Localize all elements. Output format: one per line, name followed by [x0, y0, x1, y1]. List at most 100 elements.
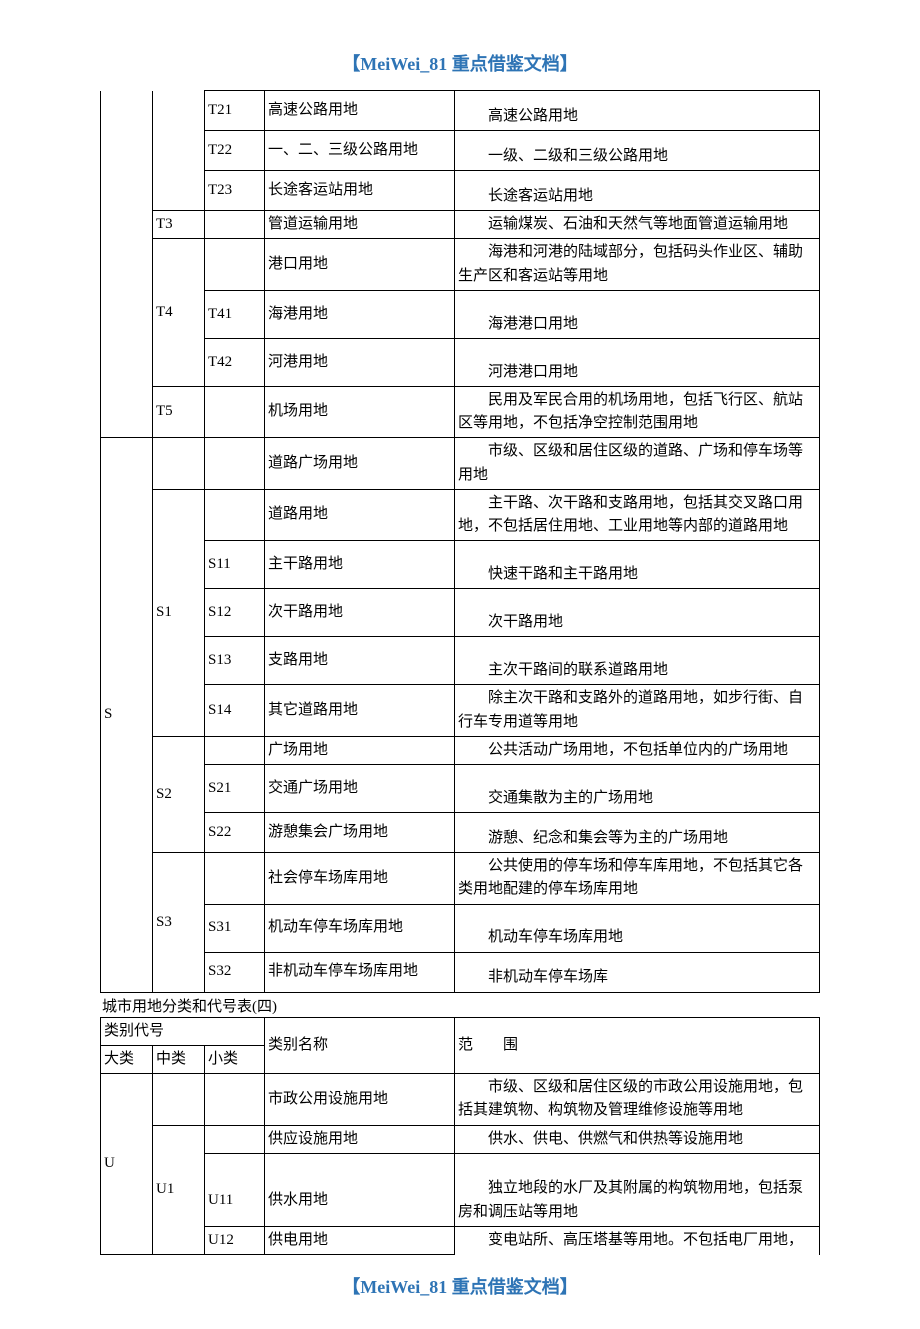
range-desc-cell: 游憩、纪念和集会等为主的广场用地 — [455, 813, 820, 853]
minor-code-cell: T23 — [205, 171, 265, 211]
table-row: T21高速公路用地高速公路用地 — [101, 91, 820, 131]
category-name-cell: 河港用地 — [265, 338, 455, 386]
category-name-cell: 港口用地 — [265, 239, 455, 291]
range-desc-cell: 长途客运站用地 — [455, 171, 820, 211]
category-name-cell: 次干路用地 — [265, 589, 455, 637]
mid-code-cell: S2 — [153, 736, 205, 852]
header-minor: 小类 — [205, 1045, 265, 1073]
range-desc-cell: 非机动车停车场库 — [455, 952, 820, 992]
header-name: 类别名称 — [265, 1017, 455, 1074]
range-desc-cell: 供水、供电、供燃气和供热等设施用地 — [455, 1125, 820, 1153]
range-desc-cell: 运输煤炭、石油和天然气等地面管道运输用地 — [455, 211, 820, 239]
table-row: T42河港用地河港港口用地 — [101, 338, 820, 386]
category-name-cell: 支路用地 — [265, 637, 455, 685]
table-row: S31机动车停车场库用地机动车停车场库用地 — [101, 904, 820, 952]
range-desc-cell: 公共使用的停车场和停车库用地，不包括其它各类用地配建的停车场库用地 — [455, 853, 820, 905]
minor-code-cell: T41 — [205, 290, 265, 338]
table-row: T3管道运输用地运输煤炭、石油和天然气等地面管道运输用地 — [101, 211, 820, 239]
header-cat-code: 类别代号 — [101, 1017, 265, 1045]
minor-code-cell: S22 — [205, 813, 265, 853]
minor-code-cell: S12 — [205, 589, 265, 637]
range-desc-cell: 主次干路间的联系道路用地 — [455, 637, 820, 685]
mid-code-cell: T3 — [153, 211, 205, 239]
table-row: S14其它道路用地除主次干路和支路外的道路用地，如步行街、自行车专用道等用地 — [101, 685, 820, 737]
category-name-cell: 非机动车停车场库用地 — [265, 952, 455, 992]
range-desc-cell: 一级、二级和三级公路用地 — [455, 131, 820, 171]
minor-code-cell: T42 — [205, 338, 265, 386]
table-row: T4港口用地海港和河港的陆域部分，包括码头作业区、辅助生产区和客运站等用地 — [101, 239, 820, 291]
table-row: T23长途客运站用地长途客运站用地 — [101, 171, 820, 211]
range-desc-cell: 海港港口用地 — [455, 290, 820, 338]
table-row: T5机场用地民用及军民合用的机场用地，包括飞行区、航站区等用地，不包括净空控制范… — [101, 386, 820, 438]
range-desc-cell: 次干路用地 — [455, 589, 820, 637]
subtitle-table-2: 城市用地分类和代号表(四) — [100, 995, 820, 1016]
header-mid: 中类 — [153, 1045, 205, 1073]
range-desc-cell: 交通集散为主的广场用地 — [455, 765, 820, 813]
range-desc-cell: 主干路、次干路和支路用地，包括其交叉路口用地，不包括居住用地、工业用地等内部的道… — [455, 489, 820, 541]
minor-code-cell: T21 — [205, 91, 265, 131]
minor-code-cell: S11 — [205, 541, 265, 589]
minor-code-cell: S31 — [205, 904, 265, 952]
table-row: S道路广场用地市级、区级和居住区级的道路、广场和停车场等用地 — [101, 438, 820, 490]
minor-code-cell: S13 — [205, 637, 265, 685]
land-table-2: 类别代号类别名称范 围大类中类小类U市政公用设施用地市级、区级和居住区级的市政公… — [100, 1017, 820, 1256]
mid-code-cell: U1 — [153, 1125, 205, 1255]
category-name-cell: 一、二、三级公路用地 — [265, 131, 455, 171]
table-row: S12次干路用地次干路用地 — [101, 589, 820, 637]
range-desc-cell: 高速公路用地 — [455, 91, 820, 131]
table-row: S1道路用地主干路、次干路和支路用地，包括其交叉路口用地，不包括居住用地、工业用… — [101, 489, 820, 541]
table-row: T22一、二、三级公路用地一级、二级和三级公路用地 — [101, 131, 820, 171]
table-row: S21交通广场用地交通集散为主的广场用地 — [101, 765, 820, 813]
header-row: 类别代号类别名称范 围 — [101, 1017, 820, 1045]
range-desc-cell: 民用及军民合用的机场用地，包括飞行区、航站区等用地，不包括净空控制范围用地 — [455, 386, 820, 438]
category-name-cell: 供水用地 — [265, 1175, 455, 1226]
table-row: T41海港用地海港港口用地 — [101, 290, 820, 338]
table-row: U1供应设施用地供水、供电、供燃气和供热等设施用地 — [101, 1125, 820, 1153]
range-desc-cell: 市级、区级和居住区级的市政公用设施用地，包括其建筑物、构筑物及管理维修设施等用地 — [455, 1074, 820, 1126]
category-name-cell: 海港用地 — [265, 290, 455, 338]
range-desc-cell: 海港和河港的陆域部分，包括码头作业区、辅助生产区和客运站等用地 — [455, 239, 820, 291]
minor-code-cell: U12 — [205, 1226, 265, 1254]
category-name-cell: 游憩集会广场用地 — [265, 813, 455, 853]
mid-code-cell: S1 — [153, 489, 205, 736]
category-name-cell: 机动车停车场库用地 — [265, 904, 455, 952]
category-name-cell: 市政公用设施用地 — [265, 1074, 455, 1126]
range-desc-cell: 市级、区级和居住区级的道路、广场和停车场等用地 — [455, 438, 820, 490]
category-name-cell: 道路用地 — [265, 489, 455, 541]
range-desc-cell: 快速干路和主干路用地 — [455, 541, 820, 589]
range-desc-cell: 河港港口用地 — [455, 338, 820, 386]
minor-code-cell: U11 — [205, 1175, 265, 1226]
minor-code-cell: S32 — [205, 952, 265, 992]
page-header: 【MeiWei_81 重点借鉴文档】 — [100, 50, 820, 76]
major-code-cell: S — [101, 438, 153, 992]
header-major: 大类 — [101, 1045, 153, 1073]
category-name-cell: 供电用地 — [265, 1226, 455, 1254]
category-name-cell: 社会停车场库用地 — [265, 853, 455, 905]
category-name-cell: 机场用地 — [265, 386, 455, 438]
table-row — [101, 1153, 820, 1175]
land-table-1: T21高速公路用地高速公路用地T22一、二、三级公路用地一级、二级和三级公路用地… — [100, 90, 820, 993]
table-row: U12供电用地变电站所、高压塔基等用地。不包括电厂用地， — [101, 1226, 820, 1254]
header-range: 范 围 — [455, 1017, 820, 1074]
category-name-cell: 高速公路用地 — [265, 91, 455, 131]
category-name-cell: 广场用地 — [265, 736, 455, 764]
table-row: S3社会停车场库用地公共使用的停车场和停车库用地，不包括其它各类用地配建的停车场… — [101, 853, 820, 905]
range-desc-cell: 独立地段的水厂及其附属的构筑物用地，包括泵房和调压站等用地 — [455, 1175, 820, 1226]
range-desc-cell: 公共活动广场用地，不包括单位内的广场用地 — [455, 736, 820, 764]
table-row: U市政公用设施用地市级、区级和居住区级的市政公用设施用地，包括其建筑物、构筑物及… — [101, 1074, 820, 1126]
table-row: S13支路用地主次干路间的联系道路用地 — [101, 637, 820, 685]
table-row: S2广场用地公共活动广场用地，不包括单位内的广场用地 — [101, 736, 820, 764]
major-code-cell: U — [101, 1074, 153, 1255]
minor-code-cell: S14 — [205, 685, 265, 737]
category-name-cell: 主干路用地 — [265, 541, 455, 589]
range-desc-cell: 机动车停车场库用地 — [455, 904, 820, 952]
minor-code-cell: T22 — [205, 131, 265, 171]
category-name-cell: 交通广场用地 — [265, 765, 455, 813]
table-row: S22游憩集会广场用地游憩、纪念和集会等为主的广场用地 — [101, 813, 820, 853]
table-row: U11供水用地独立地段的水厂及其附属的构筑物用地，包括泵房和调压站等用地 — [101, 1175, 820, 1226]
mid-code-cell: T4 — [153, 239, 205, 387]
table-row: S32非机动车停车场库用地非机动车停车场库 — [101, 952, 820, 992]
minor-code-cell: S21 — [205, 765, 265, 813]
range-desc-cell: 除主次干路和支路外的道路用地，如步行街、自行车专用道等用地 — [455, 685, 820, 737]
category-name-cell: 其它道路用地 — [265, 685, 455, 737]
